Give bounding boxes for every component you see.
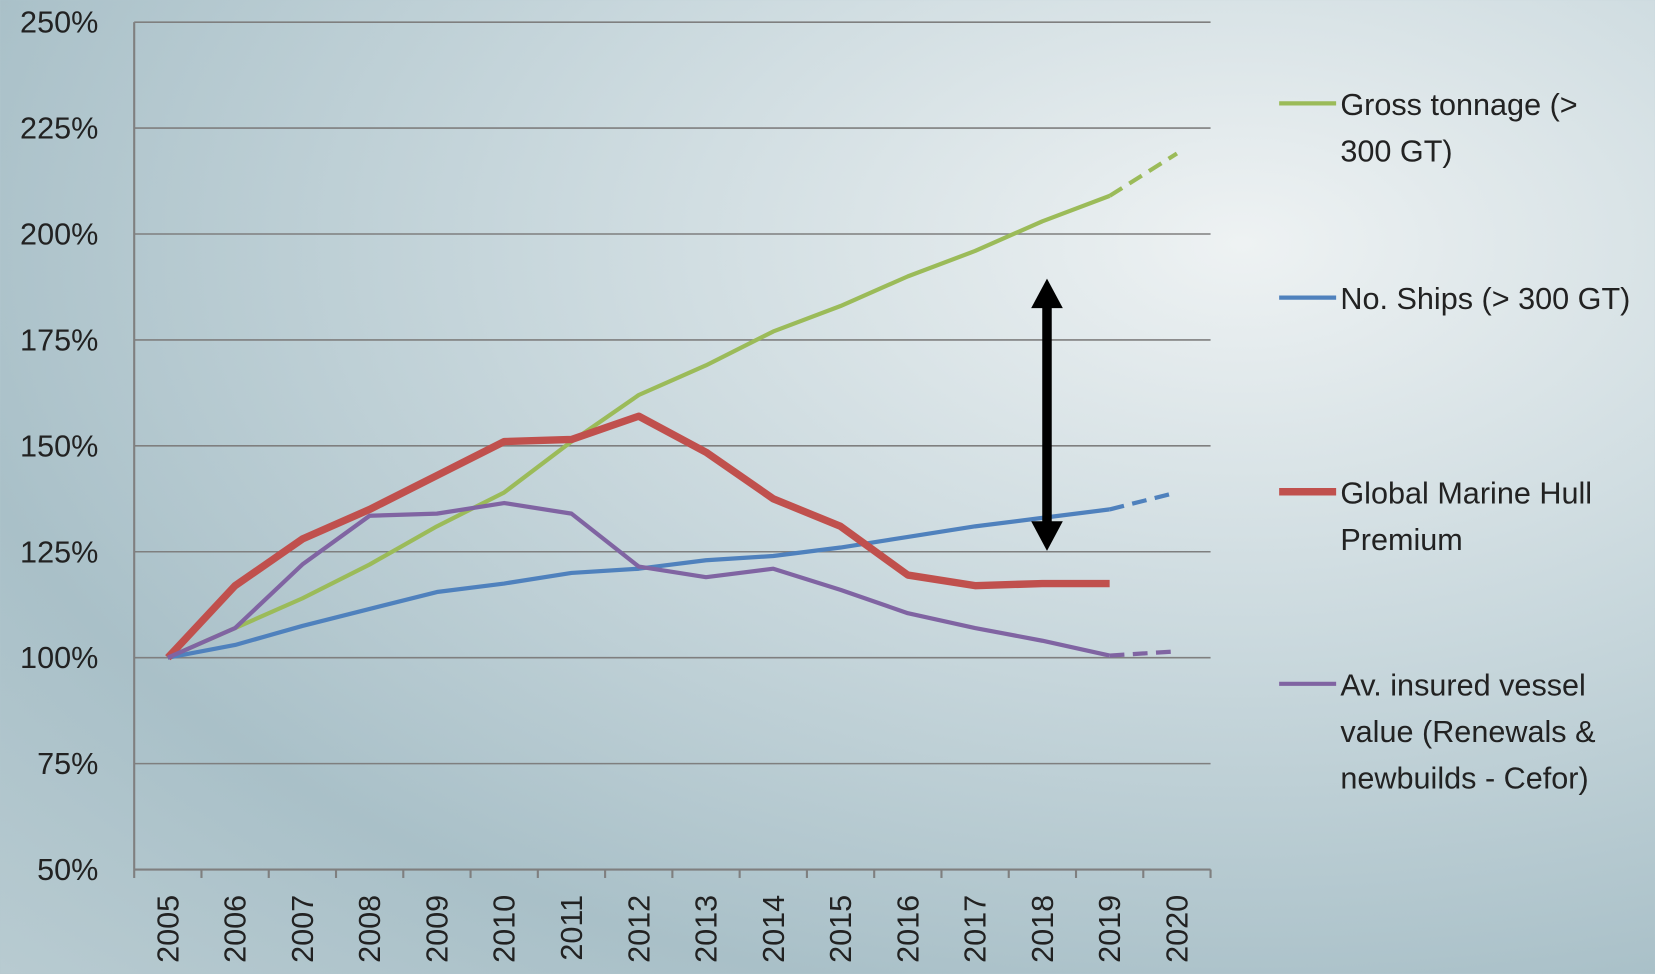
x-tick-label: 2006 [219, 895, 253, 963]
legend-entry: Global Marine Hull Premium [1279, 476, 1593, 558]
x-tick-label: 2014 [757, 895, 791, 963]
x-tick-label: 2018 [1026, 895, 1060, 963]
x-tick-label: 2010 [488, 895, 522, 963]
series-line-projection [1109, 649, 1178, 658]
series-line-projection [1108, 151, 1179, 198]
y-tick-label: 100% [20, 641, 98, 675]
y-tick-label: 75% [37, 747, 98, 781]
y-tick-label: 50% [37, 853, 98, 887]
legend-entry: Av. insured vessel value (Renewals & new… [1279, 669, 1596, 796]
x-tick-label: 2020 [1160, 895, 1194, 963]
y-tick-label: 225% [20, 112, 98, 146]
series-line-projection [1109, 490, 1178, 512]
annotation-arrow [1031, 278, 1063, 551]
x-tick-label: 2019 [1093, 895, 1127, 963]
legend-box: Global Marine Hull Premium [1340, 476, 1593, 558]
x-tick-label: 2005 [151, 895, 185, 963]
legend-box: No. Ships (> 300 GT) [1340, 282, 1631, 317]
x-tick-label: 2007 [286, 895, 320, 963]
series-line [166, 193, 1111, 660]
x-tick-label: 2013 [690, 895, 724, 963]
legend-label: Global Marine Hull Premium [1340, 476, 1593, 558]
series-line [166, 500, 1111, 660]
y-tick-label: 200% [20, 218, 98, 252]
legend-entry: No. Ships (> 300 GT) [1279, 282, 1631, 317]
legend-label: Av. insured vessel value (Renewals & new… [1340, 669, 1596, 796]
y-tick-label: 175% [20, 323, 98, 357]
y-tick-label: 150% [20, 429, 98, 463]
x-tick-label: 2011 [555, 895, 589, 961]
x-tick-label: 2015 [824, 895, 858, 963]
y-tick-label: 250% [20, 6, 98, 40]
x-tick-label: 2008 [353, 895, 387, 963]
y-tick-label: 125% [20, 535, 98, 569]
legend-entry: Gross tonnage (> 300 GT) [1279, 88, 1578, 169]
legend-label: No. Ships (> 300 GT) [1340, 282, 1631, 317]
x-tick-label: 2009 [420, 895, 454, 963]
legend-label: Gross tonnage (> 300 GT) [1340, 88, 1578, 169]
x-tick-label: 2017 [959, 895, 993, 963]
legend-box: Gross tonnage (> 300 GT) [1340, 88, 1578, 169]
series-line [165, 412, 1110, 661]
x-tick-label: 2012 [622, 895, 656, 963]
legend-box: Av. insured vessel value (Renewals & new… [1340, 669, 1596, 796]
x-tick-label: 2016 [891, 895, 925, 963]
